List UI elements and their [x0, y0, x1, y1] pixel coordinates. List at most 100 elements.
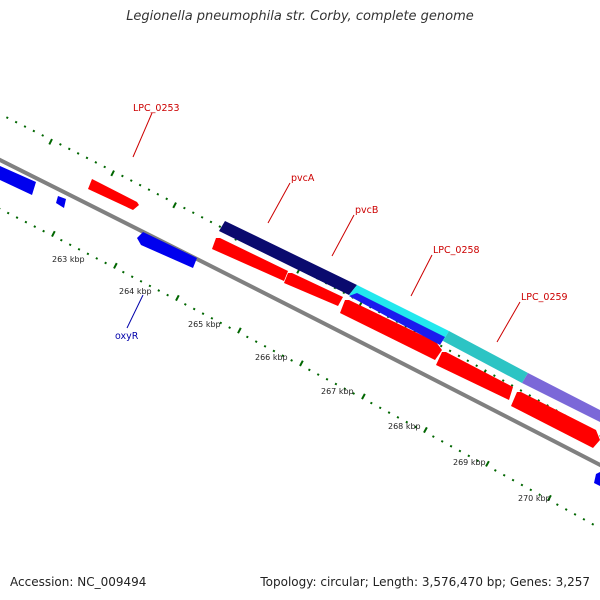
gene-block-blue-mid[interactable]: [349, 293, 445, 345]
tick-mark: [218, 225, 222, 228]
gene-label[interactable]: LPC_0259: [521, 292, 568, 303]
tick-mark: [147, 188, 151, 192]
tick-mark: [77, 247, 81, 251]
tick-mark: [475, 364, 479, 368]
tick-mark: [510, 384, 514, 387]
gene-labels: LPC_0253 pvcA pvcB LPC_0258 LPC_0259 oxy…: [115, 103, 568, 342]
genome-summary: Topology: circular; Length: 3,576,470 bp…: [260, 575, 590, 589]
tick-mark: [431, 435, 435, 438]
forward-strand: [88, 179, 600, 448]
tick-mark: [210, 316, 214, 320]
gene-label[interactable]: oxyR: [115, 331, 139, 342]
tick-mark: [5, 116, 9, 120]
tick-mark: [183, 303, 187, 306]
tick-mark: [591, 522, 595, 526]
scale-label: 265 kbp: [188, 320, 221, 329]
gene-label[interactable]: LPC_0258: [433, 245, 480, 256]
gene-arrow-LPC-0259[interactable]: [436, 352, 513, 400]
tick-mark: [476, 459, 479, 463]
tick-mark: [493, 374, 496, 377]
tick-mark: [121, 174, 124, 178]
tick-mark: [175, 294, 180, 302]
gene-arrow-pvcB[interactable]: [284, 273, 343, 306]
gene-block-LPC-0258[interactable]: [443, 331, 528, 383]
tick-mark: [14, 120, 18, 124]
tick-mark: [51, 230, 56, 238]
tick-mark: [467, 454, 471, 458]
tick-mark: [48, 138, 53, 145]
gene-arrow-right-edge[interactable]: [594, 472, 600, 486]
tick-mark: [405, 420, 409, 424]
tick-mark: [573, 513, 577, 516]
tick-mark: [67, 147, 71, 151]
tick-mark: [325, 377, 329, 381]
tick-mark: [387, 411, 391, 414]
tick-mark: [129, 179, 133, 182]
tick-mark: [32, 129, 36, 133]
tick-mark: [33, 225, 37, 228]
tick-mark: [538, 493, 541, 497]
tick-mark: [519, 389, 523, 392]
tick-mark: [485, 460, 490, 467]
tick-mark: [501, 379, 505, 382]
gene-block-pvcA[interactable]: [219, 221, 357, 295]
gene-label[interactable]: pvcB: [355, 205, 378, 216]
tick-mark: [95, 257, 99, 260]
tick-mark: [564, 508, 568, 511]
tick-mark: [316, 373, 320, 376]
tick-mark: [130, 275, 134, 279]
gene-arrow-LPC-0260[interactable]: [511, 392, 600, 448]
tick-mark: [104, 261, 107, 265]
tick-mark: [449, 444, 453, 448]
tick-mark: [228, 326, 231, 329]
scale-label: 263 kbp: [52, 255, 85, 264]
tick-mark: [396, 416, 400, 419]
tick-mark: [24, 220, 28, 224]
tick-mark: [166, 293, 169, 297]
tick-mark: [414, 425, 417, 429]
tick-mark: [245, 335, 249, 339]
tick-mark: [555, 503, 559, 506]
scale-label: 268 kbp: [388, 422, 421, 431]
scale-labels: 263 kbp 264 kbp 265 kbp 266 kbp 267 kbp …: [52, 255, 551, 503]
scale-label: 266 kbp: [255, 353, 288, 362]
tick-mark: [466, 359, 470, 363]
gene-arrow-LPC-0253[interactable]: [88, 179, 139, 210]
tick-mark: [343, 387, 347, 391]
tick-mark: [183, 206, 186, 210]
gene-arrow-oxyR[interactable]: [137, 232, 197, 268]
scale-label: 264 kbp: [119, 287, 152, 296]
gene-label[interactable]: pvcA: [291, 173, 315, 184]
tick-mark: [113, 262, 118, 269]
tick-mark: [529, 488, 533, 492]
accession-text: Accession: NC_009494: [10, 575, 147, 589]
tick-mark: [165, 197, 169, 201]
tick-mark: [290, 359, 293, 362]
reverse-strand: [0, 166, 600, 486]
tick-mark: [254, 340, 258, 343]
tick-mark: [299, 360, 304, 367]
gene-arrow-small[interactable]: [56, 196, 66, 208]
gene-arrow-LPC-0258[interactable]: [340, 300, 442, 360]
tick-mark: [520, 483, 524, 487]
gene-arrow-pvcA[interactable]: [212, 238, 288, 281]
tick-mark: [6, 211, 10, 215]
tick-mark: [76, 152, 80, 155]
tick-mark: [15, 216, 19, 219]
gene-block-LPC-0259[interactable]: [522, 373, 600, 422]
tick-mark: [192, 307, 196, 311]
tick-mark: [493, 469, 497, 472]
tick-mark: [94, 161, 98, 164]
gene-arrow-left-edge[interactable]: [0, 166, 36, 195]
tick-mark: [139, 279, 143, 283]
scale-label: 269 kbp: [453, 458, 486, 467]
tick-mark: [423, 426, 428, 434]
backbone-line: [0, 157, 600, 468]
map-title: Legionella pneumophila str. Corby, compl…: [126, 9, 474, 24]
tick-mark: [59, 143, 62, 146]
tick-mark: [334, 382, 338, 386]
tick-mark: [156, 192, 160, 196]
gene-label[interactable]: LPC_0253: [133, 103, 180, 114]
tick-mark: [361, 393, 366, 400]
tick-mark: [352, 392, 355, 395]
